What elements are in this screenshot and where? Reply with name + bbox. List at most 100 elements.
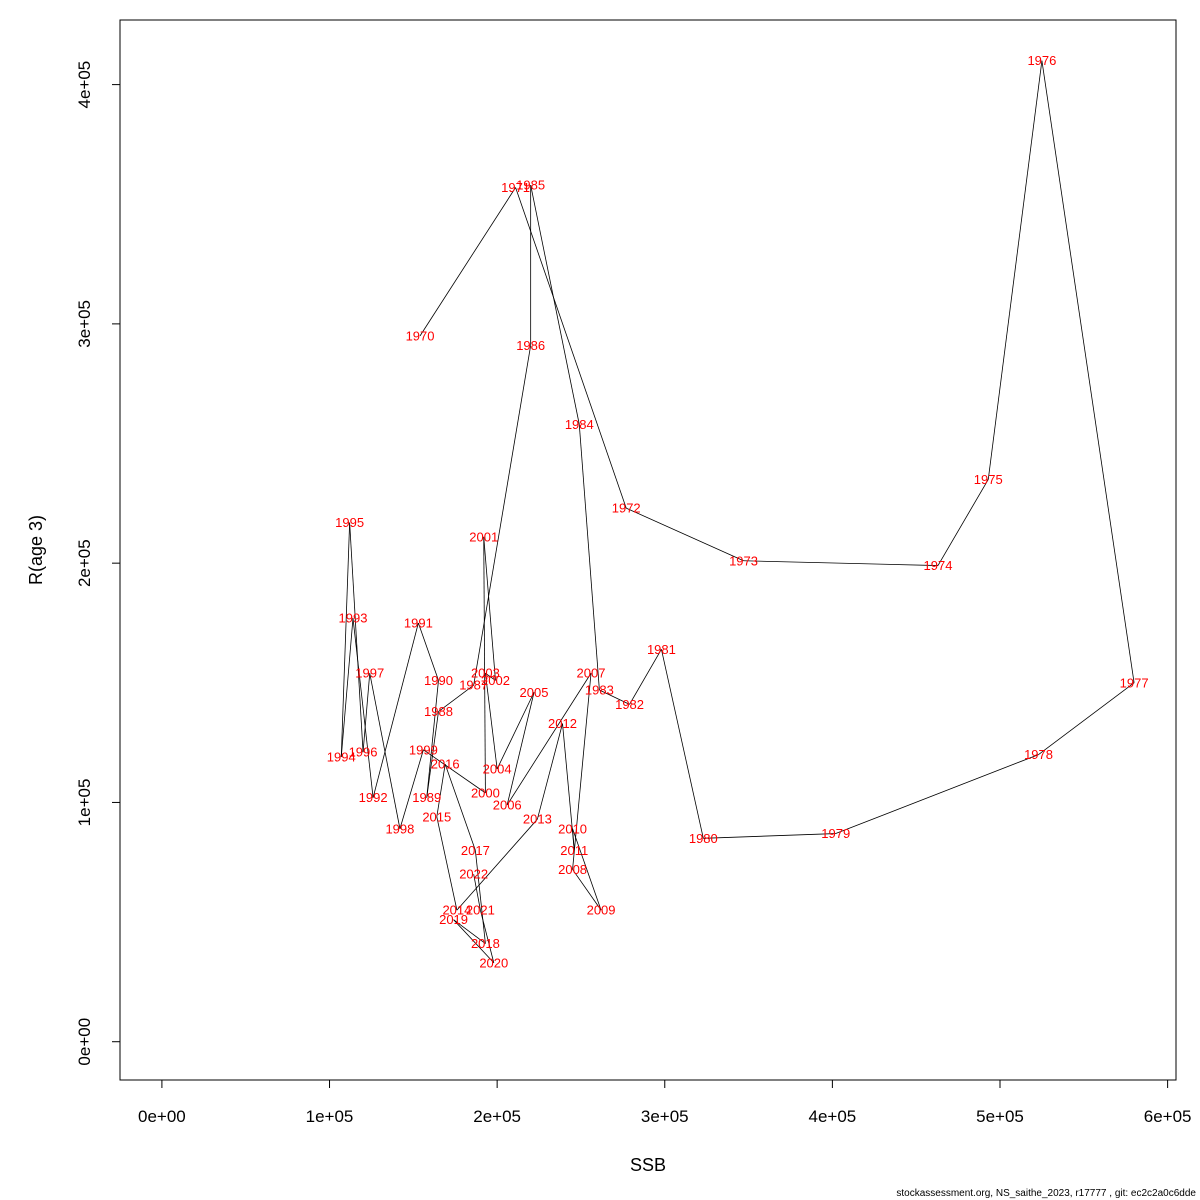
- point-label-1985: 1985: [516, 178, 545, 193]
- series-segment-2007-2008: [572, 673, 592, 870]
- series-segment-1988-1989: [426, 711, 439, 798]
- point-label-1978: 1978: [1024, 747, 1053, 762]
- series-segment-1974-1975: [937, 479, 989, 566]
- series-segment-1993-1994: [340, 618, 354, 758]
- point-label-2016: 2016: [431, 757, 460, 772]
- y-tick-label: 1e+05: [75, 779, 94, 827]
- point-label-1994: 1994: [327, 749, 356, 764]
- series-segment-2018-2019: [453, 919, 486, 944]
- point-label-2004: 2004: [483, 761, 512, 776]
- series-segment-1990-1991: [417, 622, 439, 681]
- point-label-1979: 1979: [821, 826, 850, 841]
- point-label-2011: 2011: [560, 843, 588, 858]
- series-segment-1980-1981: [661, 649, 704, 839]
- series-segment-2011-2012: [562, 723, 575, 851]
- point-label-1989: 1989: [412, 790, 441, 805]
- point-label-2001: 2001: [469, 529, 498, 544]
- series-segment-1995-1996: [349, 522, 364, 753]
- point-label-1974: 1974: [924, 558, 953, 573]
- series-segment-1999-2000: [423, 749, 486, 794]
- y-tick-label: 4e+05: [75, 61, 94, 109]
- series-segment-1989-1990: [426, 680, 439, 798]
- point-label-2014: 2014: [442, 903, 471, 918]
- point-label-2020: 2020: [479, 955, 508, 970]
- x-tick-label: 2e+05: [473, 1107, 521, 1126]
- point-label-1986: 1986: [516, 338, 545, 353]
- series-segment-1994-1995: [340, 522, 351, 757]
- series-segment-2016-2017: [444, 764, 476, 851]
- x-tick-label: 0e+00: [138, 1107, 186, 1126]
- series-segment-1978-1979: [835, 754, 1039, 834]
- point-label-2015: 2015: [422, 809, 451, 824]
- plot-area-frame: [119, 19, 1177, 1081]
- point-label-2013: 2013: [523, 812, 552, 827]
- point-label-2012: 2012: [548, 716, 577, 731]
- series-segment-2003-2004: [485, 673, 498, 769]
- x-tick-label: 5e+05: [976, 1107, 1024, 1126]
- point-label-2006: 2006: [493, 797, 522, 812]
- series-segment-2014-2015: [436, 816, 458, 911]
- point-label-2019: 2019: [439, 912, 468, 927]
- point-label-2002: 2002: [481, 673, 510, 688]
- point-label-1999: 1999: [409, 742, 438, 757]
- series-segment-1991-1992: [372, 622, 419, 798]
- series-segment-2005-2006: [506, 692, 535, 805]
- series-segment-2020-2021: [479, 910, 495, 963]
- series-segment-1997-1998: [369, 673, 401, 829]
- point-label-2022: 2022: [459, 867, 488, 882]
- point-label-1996: 1996: [349, 745, 378, 760]
- series-segment-2002-2003: [485, 672, 496, 681]
- series-segment-2006-2007: [506, 673, 592, 806]
- x-axis-title: SSB: [630, 1155, 666, 1175]
- series-segment-1986-1987: [473, 345, 532, 686]
- point-label-1998: 1998: [385, 821, 414, 836]
- point-label-1997: 1997: [355, 666, 384, 681]
- point-label-2009: 2009: [587, 903, 616, 918]
- series-segment-2001-2002: [483, 536, 496, 681]
- point-label-2017: 2017: [461, 843, 490, 858]
- series-segment-1984-1985: [530, 185, 580, 425]
- series-segment-2012-2013: [536, 723, 563, 820]
- point-label-1987: 1987: [459, 678, 488, 693]
- series-segment-1971-1972: [515, 187, 627, 509]
- point-label-1973: 1973: [729, 553, 758, 568]
- point-label-1990: 1990: [424, 673, 453, 688]
- y-axis: 0e+00 1e+05 2e+05 3e+05 4e+05: [75, 61, 121, 1066]
- point-label-1993: 1993: [339, 611, 368, 626]
- x-tick-label: 4e+05: [809, 1107, 857, 1126]
- point-label-1988: 1988: [424, 704, 453, 719]
- series-segment-1983-1984: [578, 424, 600, 691]
- y-axis-title: R(age 3): [26, 515, 46, 585]
- point-label-2010: 2010: [558, 821, 587, 836]
- x-axis: 0e+00 1e+05 2e+05 3e+05 4e+05 5e+05 6e+05: [138, 1079, 1192, 1126]
- y-tick-label: 0e+00: [75, 1018, 94, 1066]
- x-tick-label: 3e+05: [641, 1107, 689, 1126]
- point-label-2007: 2007: [577, 666, 606, 681]
- point-label-1983: 1983: [585, 682, 614, 697]
- point-label-1991: 1991: [404, 615, 433, 630]
- series-segment-2013-2014: [456, 818, 538, 911]
- footer-note: stockassessment.org, NS_saithe_2023, r17…: [896, 1188, 1196, 1199]
- series-segment-2017-2018: [474, 850, 486, 944]
- series-segment-2021-2022: [473, 874, 481, 911]
- series-segment-1981-1982: [629, 649, 662, 705]
- point-label-1981: 1981: [647, 642, 676, 657]
- point-label-1975: 1975: [974, 472, 1003, 487]
- y-tick-label: 3e+05: [75, 300, 94, 348]
- series-segment-1996-1997: [362, 673, 371, 753]
- x-tick-label: 6e+05: [1144, 1107, 1192, 1126]
- series-segment-1992-1993: [352, 618, 374, 798]
- point-label-2008: 2008: [558, 862, 587, 877]
- point-label-1970: 1970: [406, 328, 435, 343]
- point-label-1972: 1972: [612, 501, 641, 516]
- point-label-2003: 2003: [471, 666, 500, 681]
- series-segment-2008-2009: [572, 869, 602, 911]
- point-label-1995: 1995: [335, 515, 364, 530]
- series-segment-1973-1974: [743, 560, 938, 566]
- series-segment-1970-1971: [419, 187, 516, 337]
- series-segment-1975-1976: [987, 60, 1043, 480]
- point-label-1977: 1977: [1120, 675, 1149, 690]
- series-segment-1982-1983: [599, 689, 630, 705]
- series-segment-2004-2005: [496, 692, 535, 770]
- series-segment-1972-1973: [626, 507, 744, 562]
